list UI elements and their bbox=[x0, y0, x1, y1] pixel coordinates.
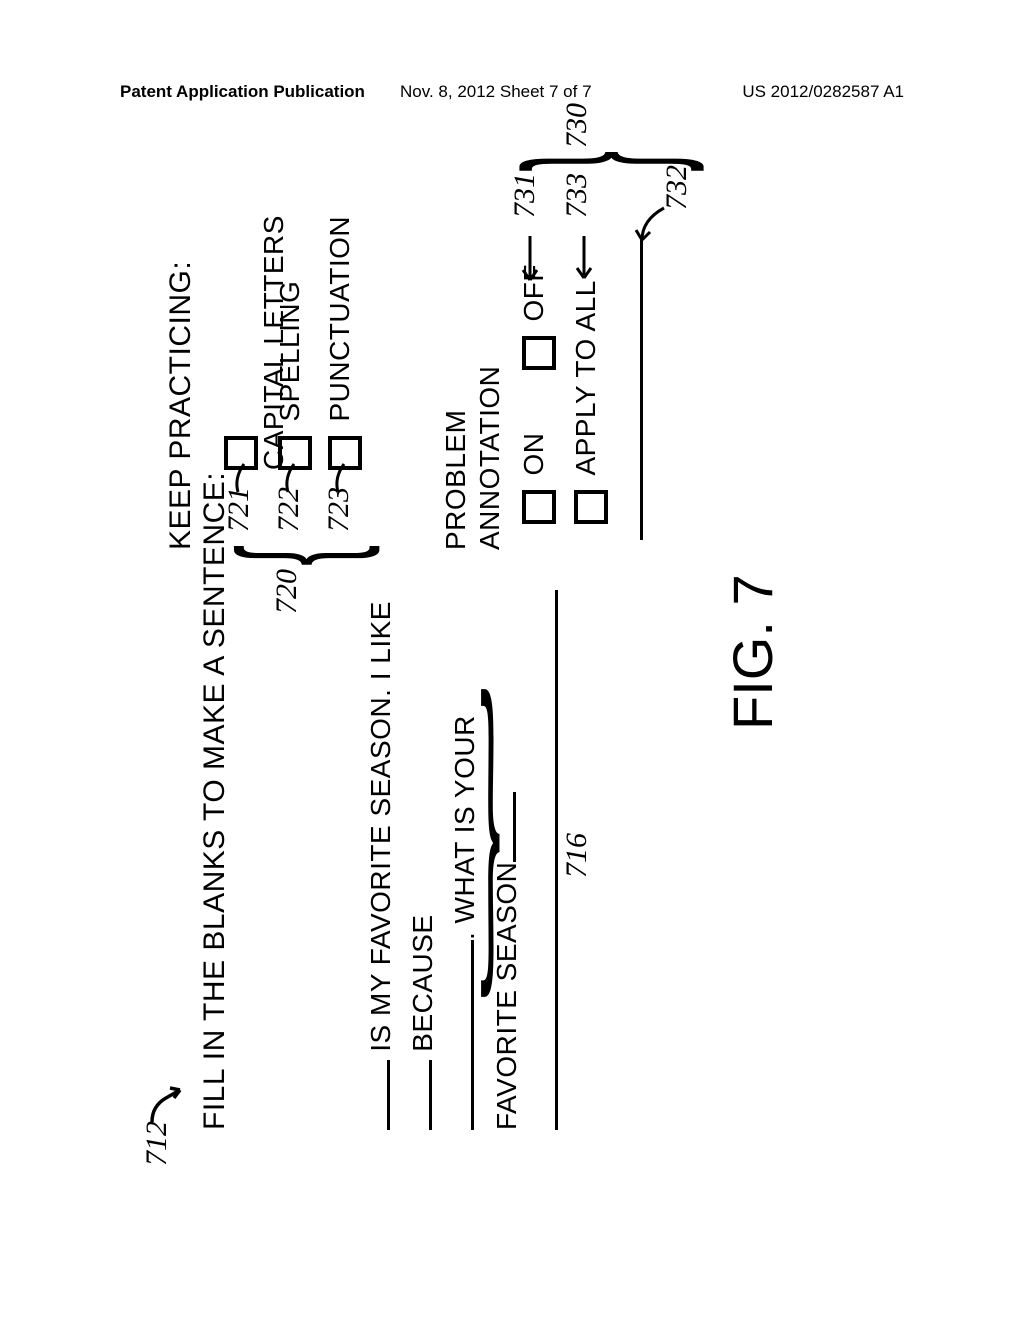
keep-practicing-label: KEEP PRACTICING: bbox=[164, 261, 198, 550]
checkbox-off[interactable] bbox=[522, 336, 556, 370]
figure-rotated-wrap: 712 FILL IN THE BLANKS TO MAKE A SENTENC… bbox=[140, 170, 870, 900]
annotation-on-label: ON bbox=[518, 433, 549, 476]
checkbox-apply-all[interactable] bbox=[574, 490, 608, 524]
option-row-1: SPELLING bbox=[274, 281, 312, 470]
annotation-apply-label: APPLY TO ALL bbox=[570, 280, 601, 475]
blank-3[interactable] bbox=[449, 940, 474, 1130]
figure-caption: FIG. 7 bbox=[720, 574, 785, 730]
instruction-label: FILL IN THE BLANKS TO MAKE A SENTENCE: bbox=[198, 472, 232, 1130]
leader-722-icon bbox=[284, 462, 302, 492]
ref-731: 731 bbox=[508, 173, 542, 218]
brace-annotation-icon: } bbox=[499, 151, 697, 172]
annotation-apply-row: APPLY TO ALL bbox=[570, 280, 608, 524]
header-center: Nov. 8, 2012 Sheet 7 of 7 bbox=[400, 82, 592, 102]
ref-722: 722 bbox=[272, 487, 306, 532]
ref-732: 732 bbox=[660, 165, 694, 210]
option-label-1: SPELLING bbox=[274, 281, 305, 422]
blank-2[interactable] bbox=[407, 1060, 432, 1130]
ref-716: 716 bbox=[560, 833, 594, 878]
sentence-text-1: IS MY FAVORITE SEASON. I LIKE bbox=[365, 601, 396, 1052]
annotation-blank-line[interactable] bbox=[640, 240, 643, 540]
ref-733: 733 bbox=[560, 173, 594, 218]
brace-sentence-icon: ︸ bbox=[482, 681, 552, 1005]
sentence-text-2: BECAUSE bbox=[407, 914, 438, 1051]
leader-733-icon bbox=[572, 220, 596, 278]
figure-7: 712 FILL IN THE BLANKS TO MAKE A SENTENC… bbox=[140, 170, 860, 1170]
annotation-on-row: ON bbox=[518, 433, 556, 524]
leader-721-icon bbox=[234, 462, 252, 492]
brace-options-icon: { bbox=[218, 545, 374, 566]
ref-723: 723 bbox=[322, 487, 356, 532]
leader-723-icon bbox=[334, 462, 352, 492]
blank-1[interactable] bbox=[365, 1060, 390, 1130]
checkbox-on[interactable] bbox=[522, 490, 556, 524]
ref-712: 712 bbox=[140, 1121, 174, 1166]
leader-731-icon bbox=[518, 220, 542, 280]
ref-730: 730 bbox=[560, 103, 594, 148]
annotation-label-2: ANNOTATION bbox=[474, 366, 506, 550]
option-label-2: PUNCTUATION bbox=[324, 216, 355, 422]
header-left: Patent Application Publication bbox=[120, 82, 365, 102]
page: Patent Application Publication Nov. 8, 2… bbox=[0, 0, 1024, 1320]
header-right: US 2012/0282587 A1 bbox=[742, 82, 904, 102]
ref-721: 721 bbox=[222, 487, 256, 532]
option-row-2: PUNCTUATION bbox=[324, 216, 362, 470]
ref-720: 720 bbox=[270, 569, 304, 614]
annotation-label-1: PROBLEM bbox=[440, 410, 472, 550]
ref-712-hook-icon bbox=[150, 1080, 188, 1124]
